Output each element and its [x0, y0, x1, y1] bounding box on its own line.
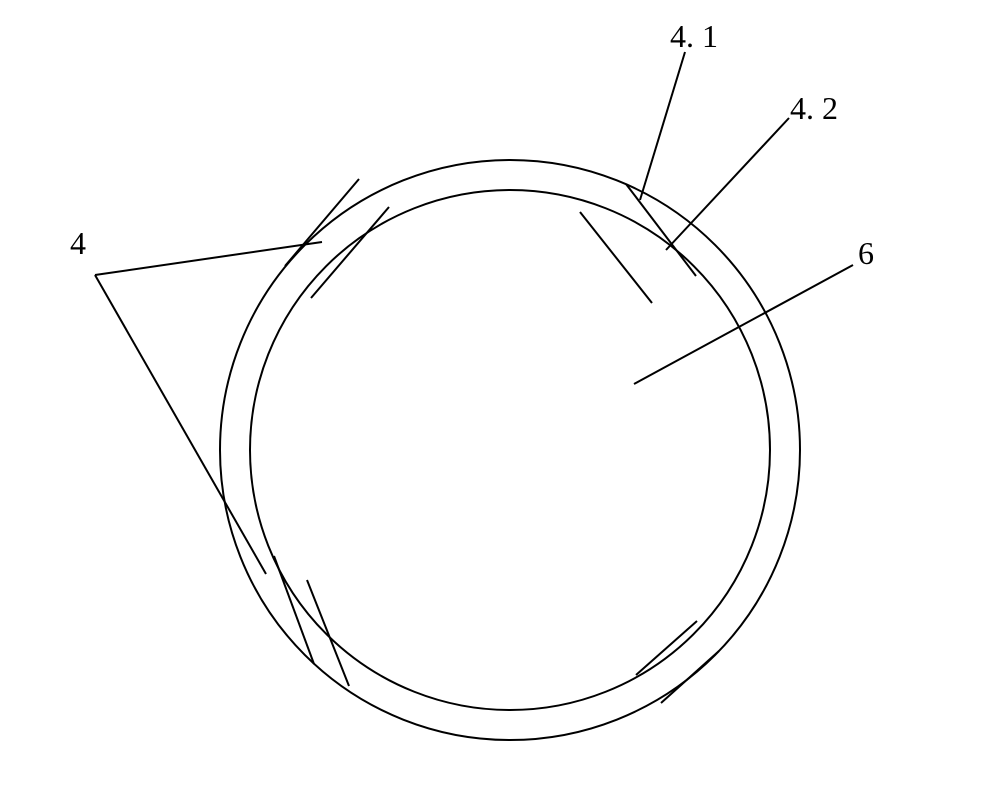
- outer-ring: [220, 160, 800, 740]
- leader-4-2: [666, 118, 789, 250]
- leader-6: [634, 265, 853, 384]
- notch-top-left: [285, 179, 389, 298]
- label-4: 4: [70, 225, 86, 262]
- notch-bottom-right: [636, 621, 719, 703]
- label-6: 6: [858, 235, 874, 272]
- notch-top-right: [580, 184, 696, 303]
- label-4-1: 4. 1: [670, 18, 718, 55]
- technical-diagram: [0, 0, 1000, 797]
- leader-4: [95, 242, 322, 574]
- leader-4-1: [640, 52, 685, 200]
- label-4-2: 4. 2: [790, 90, 838, 127]
- notch-bottom-left: [274, 556, 349, 686]
